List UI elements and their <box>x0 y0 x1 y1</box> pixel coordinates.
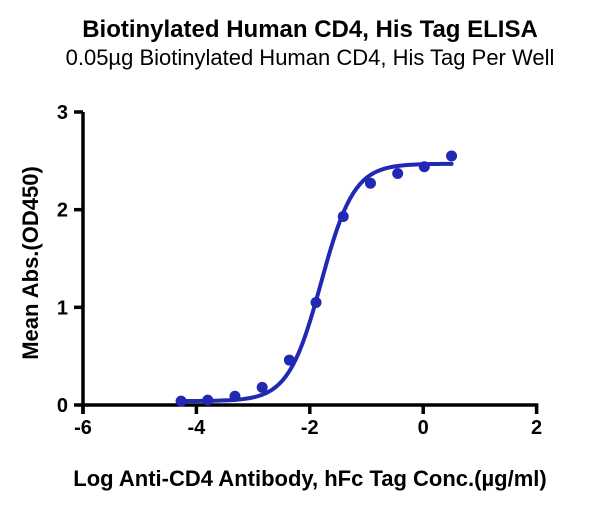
data-point <box>392 168 404 180</box>
chart-subtitle: 0.05µg Biotinylated Human CD4, His Tag P… <box>65 45 555 70</box>
data-point <box>418 161 430 173</box>
data-point <box>202 394 214 406</box>
data-point <box>283 354 295 366</box>
data-point <box>229 390 241 402</box>
data-point <box>175 395 187 407</box>
x-tick-label: -2 <box>301 417 319 439</box>
x-axis-label: Log Anti-CD4 Antibody, hFc Tag Conc.(µg/… <box>73 466 547 491</box>
y-tick-label: 3 <box>57 102 68 124</box>
data-point <box>364 177 376 189</box>
fit-curve <box>179 161 454 404</box>
y-tick-label: 0 <box>57 395 68 417</box>
data-point <box>310 296 322 308</box>
x-tick-label: 2 <box>531 417 542 439</box>
chart-title: Biotinylated Human CD4, His Tag ELISA <box>82 16 538 43</box>
y-tick-label: 1 <box>57 297 68 319</box>
data-point <box>337 211 349 223</box>
y-tick-label: 2 <box>57 200 68 222</box>
data-point <box>446 150 458 162</box>
data-point <box>256 381 268 393</box>
x-tick-label: -6 <box>74 417 92 439</box>
x-tick-label: 0 <box>418 417 429 439</box>
x-tick-label: -4 <box>188 417 207 439</box>
